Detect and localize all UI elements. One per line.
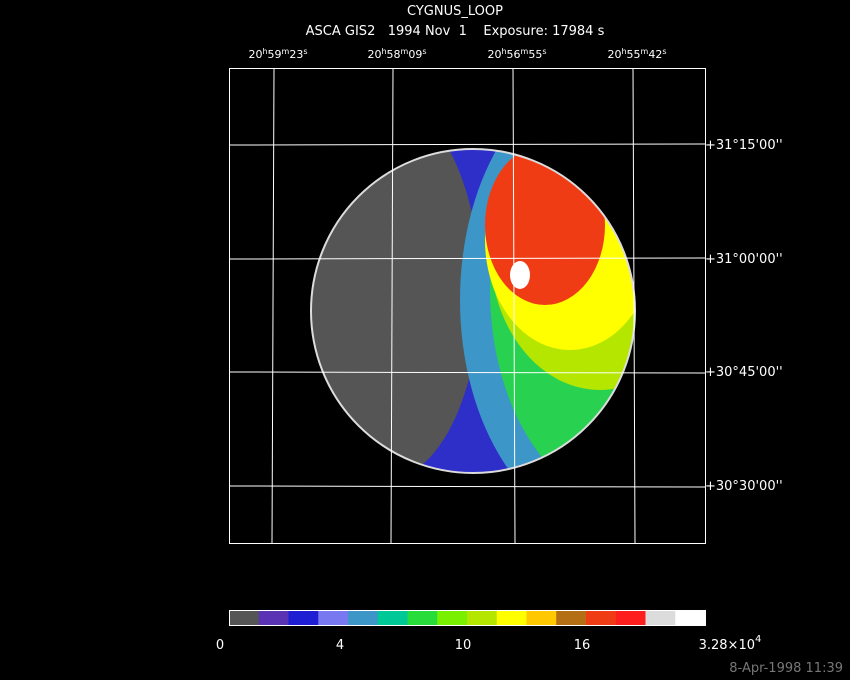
dec-grid-line	[228, 257, 706, 260]
ra-value: 23	[289, 48, 303, 61]
ra-label: 20h55m42s	[607, 47, 666, 61]
ra-value: 20	[487, 48, 501, 61]
max-mantissa: 3.28×10	[699, 638, 755, 653]
dec-grid-line	[228, 143, 706, 146]
disk-edge	[310, 148, 636, 474]
colorbar-label: 4	[336, 638, 344, 653]
xray-image	[311, 149, 635, 473]
colorbar-swatch	[407, 611, 438, 625]
dec-label: +31°00'00''	[705, 252, 783, 267]
colorbar-swatch	[348, 611, 379, 625]
colorbar-swatch	[377, 611, 408, 625]
colorbar-frame	[229, 610, 706, 626]
ra-unit: s	[303, 47, 307, 56]
dec-grid-line	[228, 485, 706, 488]
colorbar-swatch	[675, 611, 706, 625]
ra-grid-line	[512, 67, 516, 544]
colorbar-swatch	[318, 611, 349, 625]
ra-value: 20	[248, 48, 262, 61]
ra-unit: h	[262, 47, 267, 56]
colorbar-swatch	[586, 611, 617, 625]
ra-unit: s	[662, 47, 666, 56]
ra-label: 20h56m55s	[487, 47, 546, 61]
colorbar-swatch	[615, 611, 646, 625]
ra-value: 55	[528, 48, 542, 61]
colorbar-swatch	[645, 611, 676, 625]
colorbar-swatch	[437, 611, 468, 625]
colorbar-label: 0	[216, 638, 224, 653]
ra-grid-line	[390, 67, 394, 544]
ra-value: 58	[387, 48, 401, 61]
colorbar-swatch	[526, 611, 557, 625]
colorbar-label: 16	[574, 638, 591, 653]
dec-label: +30°45'00''	[705, 365, 783, 380]
dec-label: +30°30'00''	[705, 479, 783, 494]
ra-unit: s	[542, 47, 546, 56]
ra-label: 20h58m09s	[367, 47, 426, 61]
ra-unit: h	[381, 47, 386, 56]
colorbar-swatch	[496, 611, 527, 625]
dec-label: +31°15'00''	[705, 138, 783, 153]
ra-value: 55	[627, 48, 641, 61]
ra-unit: m	[521, 47, 529, 56]
ra-grid-line	[271, 67, 275, 544]
timestamp: 8-Apr-1998 11:39	[729, 661, 843, 676]
ra-value: 20	[607, 48, 621, 61]
max-exponent: 4	[755, 634, 761, 645]
dec-grid-line	[228, 371, 706, 374]
ra-unit: m	[282, 47, 290, 56]
colorbar-max-label: 3.28×104	[699, 634, 762, 653]
ra-unit: h	[621, 47, 626, 56]
ra-value: 20	[367, 48, 381, 61]
ra-unit: m	[401, 47, 409, 56]
colorbar	[229, 610, 706, 626]
ra-value: 56	[507, 48, 521, 61]
ra-label: 20h59m23s	[248, 47, 307, 61]
subtitle: ASCA GIS2 1994 Nov 1 Exposure: 17984 s	[306, 24, 605, 39]
ra-unit: m	[641, 47, 649, 56]
ra-unit: h	[501, 47, 506, 56]
colorbar-swatch	[467, 611, 498, 625]
title: CYGNUS_LOOP	[407, 4, 503, 19]
ra-grid-line	[632, 67, 636, 544]
colorbar-swatch	[258, 611, 289, 625]
colorbar-label: 10	[455, 638, 472, 653]
ra-value: 59	[268, 48, 282, 61]
colorbar-swatch	[229, 611, 260, 625]
coordinate-grid	[228, 67, 706, 544]
ra-unit: s	[422, 47, 426, 56]
ra-value: 42	[648, 48, 662, 61]
colorbar-swatch	[556, 611, 587, 625]
colorbar-swatch	[288, 611, 319, 625]
ra-value: 09	[408, 48, 422, 61]
